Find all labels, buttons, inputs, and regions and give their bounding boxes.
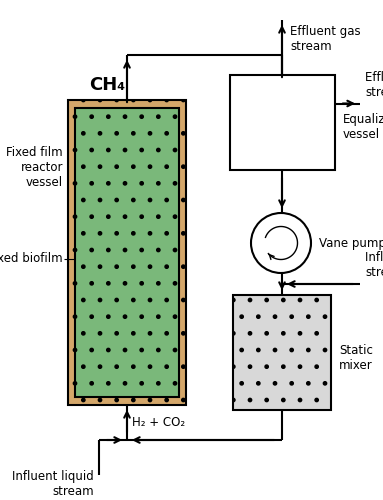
Text: Static
mixer: Static mixer [339,344,373,372]
Text: Fixed film
reactor
vessel: Fixed film reactor vessel [7,146,63,188]
Text: Vane pump: Vane pump [319,236,383,250]
Text: H₂ + CO₂: H₂ + CO₂ [132,416,185,430]
Text: Fixed biofilm: Fixed biofilm [0,252,63,265]
Text: Equalization
vessel: Equalization vessel [343,114,383,141]
Text: Influent gas
stream: Influent gas stream [365,251,383,279]
Bar [233,295,331,410]
Bar [230,75,335,170]
Text: Effluent liquid
stream: Effluent liquid stream [365,70,383,99]
Text: CH₄: CH₄ [89,76,125,94]
Text: Influent liquid
stream: Influent liquid stream [12,470,94,498]
Text: Effluent gas
stream: Effluent gas stream [290,25,361,53]
Bar [68,100,186,405]
Bar [75,108,179,397]
